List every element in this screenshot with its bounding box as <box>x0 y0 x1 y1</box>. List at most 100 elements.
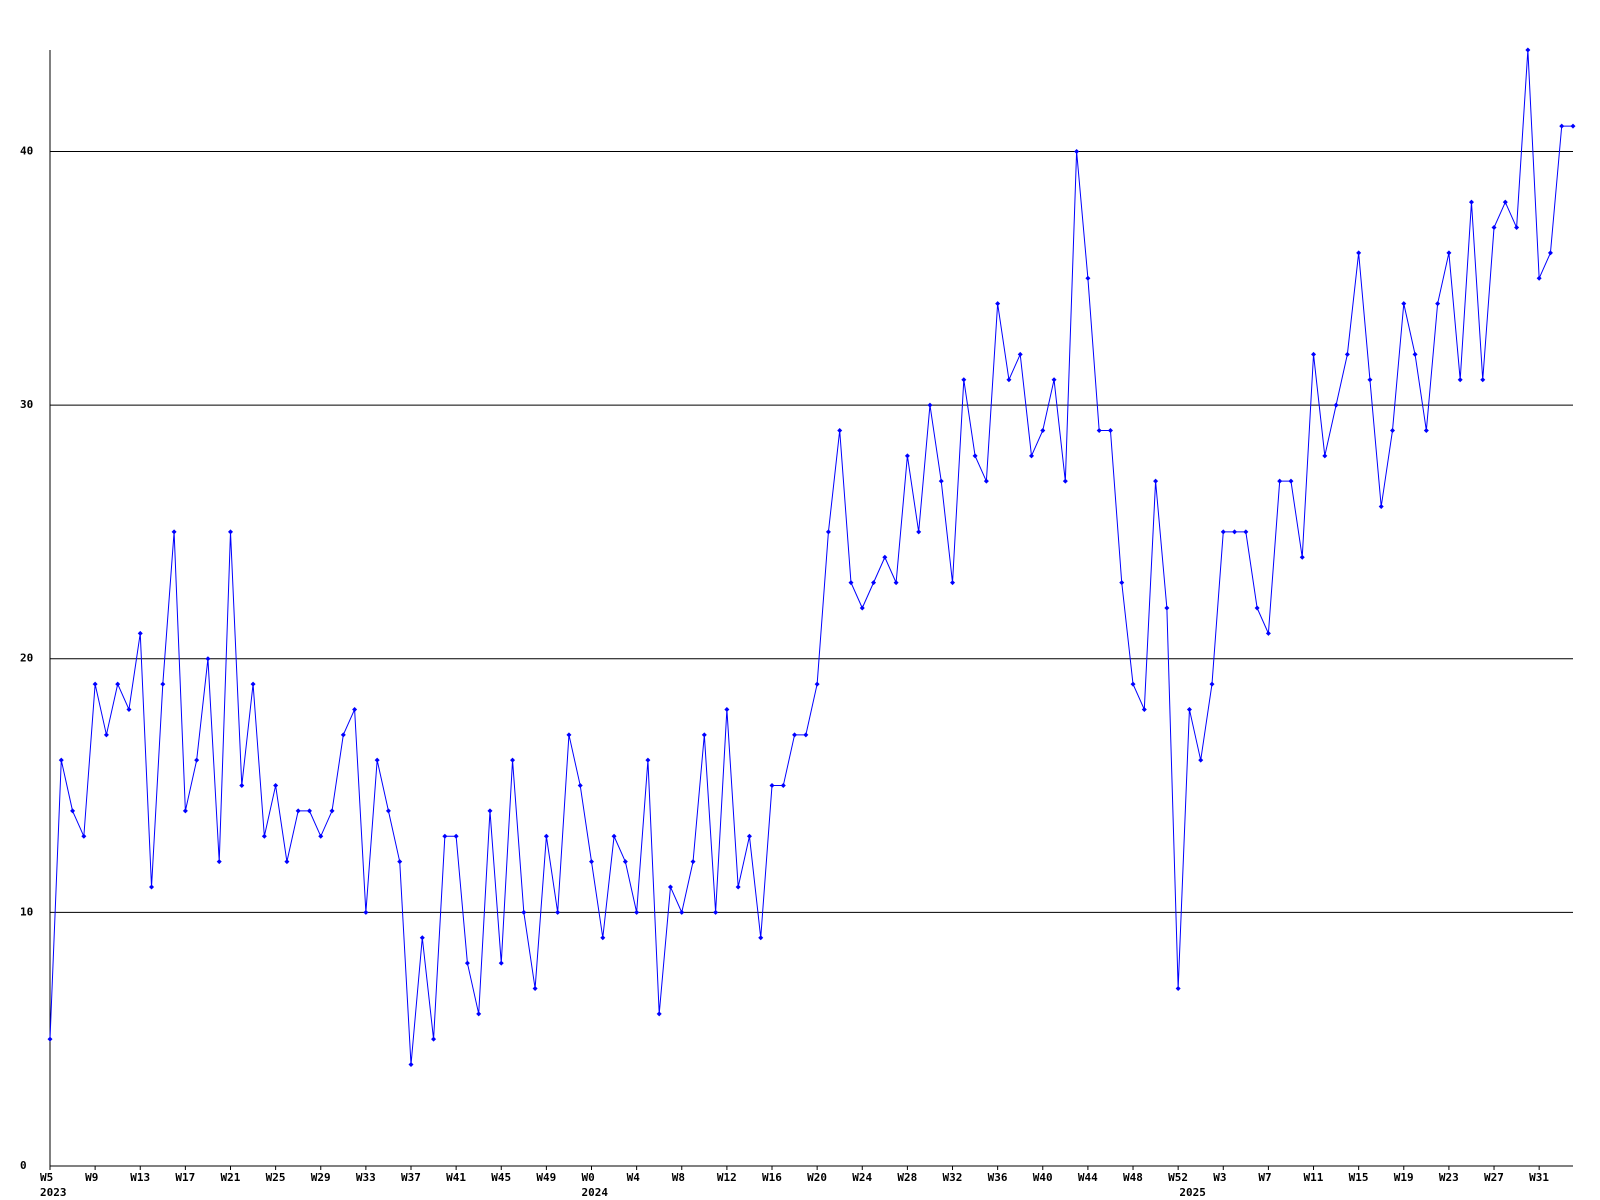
x-tick-label: W7 <box>1258 1171 1271 1184</box>
data-point <box>1333 402 1339 408</box>
data-point <box>972 453 978 459</box>
data-point <box>464 960 470 966</box>
data-point <box>916 529 922 535</box>
data-point <box>1468 199 1474 205</box>
data-point <box>1401 301 1407 307</box>
x-group-label: 2024 <box>582 1186 609 1199</box>
x-tick-label: W29 <box>311 1171 331 1184</box>
data-point <box>70 808 76 814</box>
x-group-label: 2025 <box>1179 1186 1206 1199</box>
x-group-label: 2023 <box>40 1186 67 1199</box>
data-point <box>961 377 967 383</box>
data-point <box>983 478 989 484</box>
data-point <box>667 884 673 890</box>
data-point <box>1085 275 1091 281</box>
data-point <box>882 554 888 560</box>
data-point <box>284 859 290 865</box>
data-point <box>1299 554 1305 560</box>
x-tick-label: W15 <box>1349 1171 1369 1184</box>
data-point <box>1491 225 1497 231</box>
data-point <box>1051 377 1057 383</box>
data-point <box>555 909 561 915</box>
data-point <box>1130 681 1136 687</box>
data-point <box>453 833 459 839</box>
x-tick-label: W5 <box>40 1171 53 1184</box>
data-point <box>306 808 312 814</box>
x-tick-label: W48 <box>1123 1171 1143 1184</box>
x-tick-label: W52 <box>1168 1171 1188 1184</box>
data-point <box>713 909 719 915</box>
data-point <box>577 783 583 789</box>
data-point <box>1040 427 1046 433</box>
data-point <box>1062 478 1068 484</box>
data-point <box>1254 605 1260 611</box>
x-tick-label: W27 <box>1484 1171 1504 1184</box>
data-point <box>1232 529 1238 535</box>
data-point <box>622 859 628 865</box>
data-point <box>859 605 865 611</box>
data-point <box>1559 123 1565 129</box>
x-tick-label: W37 <box>401 1171 421 1184</box>
data-point <box>1525 47 1531 53</box>
x-tick-label: W33 <box>356 1171 376 1184</box>
data-point <box>1502 199 1508 205</box>
data-point <box>442 833 448 839</box>
data-point <box>1017 351 1023 357</box>
data-point <box>814 681 820 687</box>
data-point <box>1446 250 1452 256</box>
data-point <box>871 580 877 586</box>
data-point <box>295 808 301 814</box>
data-point <box>476 1011 482 1017</box>
x-tick-label: W3 <box>1213 1171 1226 1184</box>
data-point <box>329 808 335 814</box>
data-point <box>419 935 425 941</box>
data-point <box>352 706 358 712</box>
data-point <box>1378 504 1384 510</box>
data-point <box>363 909 369 915</box>
data-point <box>340 732 346 738</box>
data-point <box>600 935 606 941</box>
data-point <box>589 859 595 865</box>
x-tick-label: W16 <box>762 1171 782 1184</box>
data-point <box>408 1062 414 1068</box>
data-point <box>137 630 143 636</box>
data-point <box>1547 250 1553 256</box>
data-point <box>1514 225 1520 231</box>
x-tick-label: W23 <box>1439 1171 1459 1184</box>
x-tick-label: W11 <box>1304 1171 1324 1184</box>
data-point <box>182 808 188 814</box>
data-point <box>634 909 640 915</box>
data-point <box>149 884 155 890</box>
x-tick-label: W8 <box>672 1171 685 1184</box>
x-tick-label: W13 <box>130 1171 150 1184</box>
data-point <box>1243 529 1249 535</box>
data-point <box>1367 377 1373 383</box>
data-point <box>803 732 809 738</box>
data-point <box>1074 148 1080 154</box>
x-tick-label: W28 <box>897 1171 917 1184</box>
data-point <box>825 529 831 535</box>
data-point <box>239 783 245 789</box>
data-point <box>1028 453 1034 459</box>
data-point <box>385 808 391 814</box>
data-point <box>1153 478 1159 484</box>
x-tick-label: W31 <box>1529 1171 1549 1184</box>
x-tick-label: W20 <box>807 1171 827 1184</box>
data-point <box>92 681 98 687</box>
data-point <box>927 402 933 408</box>
data-line <box>49 49 1573 1065</box>
y-tick-label: 30 <box>20 398 33 411</box>
x-tick-label: W25 <box>266 1171 286 1184</box>
data-point <box>611 833 617 839</box>
x-tick-label: W0 <box>582 1171 595 1184</box>
data-point <box>938 478 944 484</box>
data-point <box>792 732 798 738</box>
x-tick-label: W45 <box>491 1171 511 1184</box>
data-point <box>1096 427 1102 433</box>
y-tick-label: 10 <box>20 905 33 918</box>
data-point <box>1344 351 1350 357</box>
data-point <box>431 1036 437 1042</box>
data-point <box>1006 377 1012 383</box>
data-point <box>758 935 764 941</box>
